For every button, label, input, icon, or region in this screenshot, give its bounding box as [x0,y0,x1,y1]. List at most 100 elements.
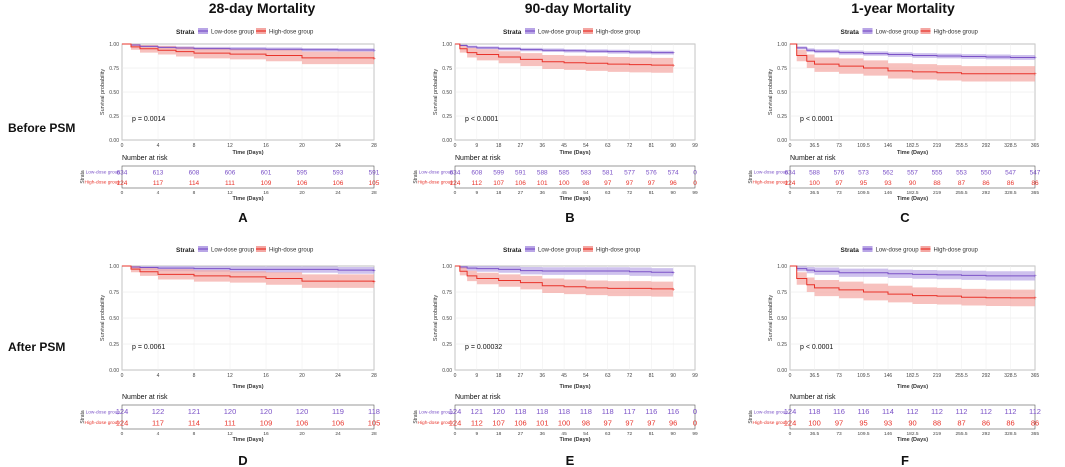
x-tick-label: 365 [1031,373,1040,379]
risk-value-high: 90 [908,419,916,428]
risk-value-low: 574 [668,169,679,176]
risk-row-label-high: High-dose group [418,420,454,426]
risk-table-title: Number at risk [790,155,836,162]
x-tick-label: 36 [539,143,545,149]
x-tick-label: 54 [583,143,589,149]
risk-value-high: 105 [369,180,380,187]
legend: Strata Low-dose group High-dose group [503,28,641,36]
risk-value-low: 121 [471,407,484,416]
x-tick-label: 255.5 [955,373,968,379]
risk-value-high: 114 [188,419,200,428]
risk-x-axis-label: Time (Days) [232,437,263,443]
x-tick-label: 24 [335,143,341,149]
risk-x-tick-label: 99 [692,431,698,437]
risk-value-low: 116 [858,407,870,416]
legend-label-low: Low-dose group [211,30,255,36]
p-value: p = 0.0061 [132,344,165,351]
risk-value-high: 86 [982,180,990,187]
legend-label-high: High-dose group [934,30,979,36]
x-tick-label: 20 [299,373,305,379]
risk-value-high: 97 [835,180,843,187]
y-tick-label: 0.75 [109,290,119,296]
risk-table-frame [789,404,1036,430]
low-censor-mark: + [372,49,376,55]
risk-value-high: 97 [604,180,612,187]
risk-x-tick-label: 20 [299,190,305,196]
x-tick-label: 45 [561,373,567,379]
risk-x-tick-label: 4 [157,431,160,437]
risk-x-tick-label: 36 [540,431,546,437]
risk-value-high: 112 [471,419,483,428]
risk-value-high: 93 [884,419,892,428]
risk-x-tick-label: 73 [836,431,842,437]
risk-x-tick-label: 0 [121,431,124,437]
risk-x-tick-label: 109.5 [857,431,869,437]
risk-table-frame [121,404,375,430]
km-panel-C: Strata Low-dose group High-dose group0.000… [748,28,1041,225]
risk-x-tick-label: 90 [671,431,677,437]
risk-value-low: 112 [931,407,943,416]
x-tick-label: 73 [836,373,842,379]
high-dose-ci-band [790,266,1035,307]
risk-value-high: 117 [153,180,164,187]
risk-x-tick-label: 36 [540,190,546,196]
risk-value-high: 117 [152,419,164,428]
x-tick-label: 182.5 [906,143,919,149]
risk-table-title: Number at risk [122,394,168,401]
risk-x-tick-label: 36.5 [810,190,820,196]
risk-value-high: 86 [982,419,990,428]
risk-x-tick-label: 365 [1031,431,1039,437]
high-dose-ci-band [790,44,1035,82]
x-tick-label: 219 [933,143,942,149]
high-dose-survival-curve [790,43,1035,75]
y-axis-label: Survival probability [433,295,439,341]
risk-x-tick-label: 73 [836,190,842,196]
risk-x-tick-label: 72 [627,190,633,196]
y-tick-label: 1.00 [109,42,119,48]
x-tick-label: 328.5 [1004,373,1017,379]
risk-value-low: 613 [153,169,164,176]
y-axis-label: Survival probability [100,69,106,115]
risk-x-tick-label: 27 [518,431,524,437]
y-tick-label: 0.50 [442,316,452,322]
risk-value-high: 95 [860,180,868,187]
low-dose-ci-band [122,44,374,53]
risk-row-label-low: Low-dose group [754,409,789,415]
y-tick-label: 0.00 [777,138,787,144]
legend: Strata Low-dose group High-dose group [176,28,314,36]
high-dose-ci-band [122,266,374,289]
risk-x-tick-label: 328.5 [1004,190,1016,196]
low-censor-mark: + [372,269,376,275]
x-tick-label: 9 [475,143,478,149]
risk-value-low: 555 [932,169,943,176]
y-tick-label: 1.00 [442,264,452,270]
risk-table-frame [454,404,696,430]
x-tick-label: 12 [227,373,233,379]
x-axis-label: Time (Days) [559,150,590,156]
risk-value-low: 591 [515,169,526,176]
risk-row-label-low: Low-dose group [86,409,121,415]
risk-row-label-high: High-dose group [418,180,454,186]
risk-value-high: 124 [785,180,796,187]
risk-value-high: 124 [450,180,461,187]
risk-x-tick-label: 255.5 [955,431,967,437]
risk-value-high: 111 [224,419,235,428]
risk-value-high: 88 [933,180,941,187]
high-censor-mark: + [671,64,675,70]
risk-value-high: 90 [909,180,917,187]
risk-value-low: 634 [117,169,128,176]
low-dose-survival-curve [790,43,1035,58]
high-dose-ci-band [455,266,674,298]
legend-title: Strata [176,29,195,36]
risk-table-title: Number at risk [455,155,501,162]
low-dose-ci-band [790,44,1035,60]
risk-value-low: 634 [785,169,796,176]
x-tick-label: 24 [335,373,341,379]
km-panel-D: Strata Low-dose group High-dose group0.000… [80,246,380,467]
risk-value-high: 96 [670,180,678,187]
x-tick-label: 36 [539,373,545,379]
risk-value-high: 0 [693,180,697,187]
x-tick-label: 18 [496,143,502,149]
risk-value-high: 97 [835,419,843,428]
legend-label-high: High-dose group [596,30,641,36]
